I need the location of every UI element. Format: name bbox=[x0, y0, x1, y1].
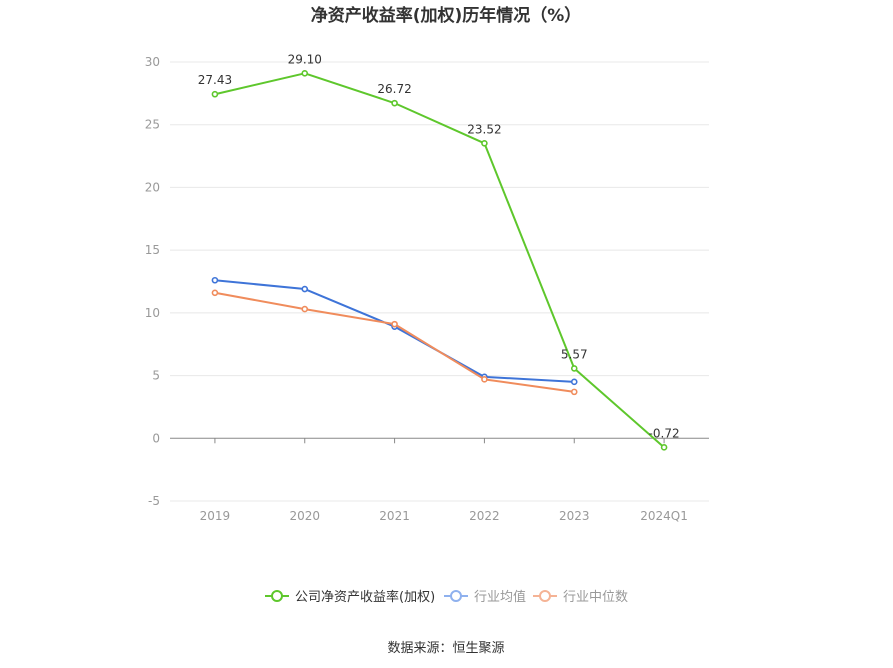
legend-marker bbox=[271, 590, 283, 602]
x-tick-label: 2019 bbox=[200, 509, 231, 523]
data-point bbox=[391, 320, 398, 328]
series-line-1 bbox=[214, 279, 575, 383]
series-line-0 bbox=[214, 72, 665, 449]
y-tick-label: 5 bbox=[152, 369, 160, 383]
series-line-2 bbox=[214, 291, 575, 393]
chart-title: 净资产收益率(加权)历年情况（%） bbox=[311, 5, 582, 26]
grid bbox=[170, 61, 709, 502]
data-point bbox=[301, 69, 309, 77]
data-point bbox=[570, 378, 578, 386]
data-point bbox=[660, 444, 668, 451]
data-point bbox=[570, 388, 578, 396]
legend-marker bbox=[450, 590, 462, 602]
data-point bbox=[301, 305, 309, 313]
x-tick-label: 2023 bbox=[559, 509, 590, 523]
legend-marker bbox=[539, 590, 551, 602]
x-tick-label: 2020 bbox=[289, 509, 320, 523]
data-point bbox=[391, 99, 398, 107]
x-tick-label: 2021 bbox=[379, 509, 410, 523]
series-layer bbox=[211, 69, 668, 451]
y-tick-label: -5 bbox=[148, 494, 160, 508]
y-tick-label: 0 bbox=[152, 431, 160, 445]
data-labels: 27.43 29.10 26.72 23.52 5.57 -0.72 bbox=[198, 52, 680, 440]
data-point bbox=[211, 276, 219, 284]
axes: -5 0 5 10 15 20 25 30 2019 2020 2021 2022 2023 2024Q1 bbox=[145, 55, 709, 523]
legend: 公司净资产收益率(加权) 行业均值 行业中位数 bbox=[265, 589, 628, 605]
x-tick-label: 2022 bbox=[469, 509, 500, 523]
legend-label: 行业中位数 bbox=[563, 590, 628, 605]
y-tick-label: 10 bbox=[145, 306, 160, 320]
legend-label: 行业均值 bbox=[474, 589, 526, 605]
legend-label: 公司净资产收益率(加权) bbox=[295, 589, 435, 605]
y-tick-label: 25 bbox=[145, 118, 160, 132]
data-label: 23.52 bbox=[467, 122, 501, 136]
data-label: 26.72 bbox=[377, 82, 411, 96]
y-tick-label: 15 bbox=[145, 243, 160, 257]
data-point bbox=[211, 90, 219, 98]
y-tick-label: 20 bbox=[145, 180, 160, 194]
x-tick-label: 2024Q1 bbox=[640, 509, 688, 523]
source-note: 数据来源：恒生聚源 bbox=[387, 641, 504, 656]
y-tick-label: 30 bbox=[145, 55, 160, 69]
data-label: 29.10 bbox=[288, 52, 322, 66]
data-point bbox=[481, 139, 488, 147]
data-label: 5.57 bbox=[561, 347, 588, 361]
data-point bbox=[301, 285, 309, 293]
data-point bbox=[211, 289, 219, 297]
data-label: 27.43 bbox=[198, 73, 232, 87]
data-point bbox=[570, 365, 578, 372]
data-label: -0.72 bbox=[649, 426, 680, 440]
data-point bbox=[481, 376, 488, 383]
